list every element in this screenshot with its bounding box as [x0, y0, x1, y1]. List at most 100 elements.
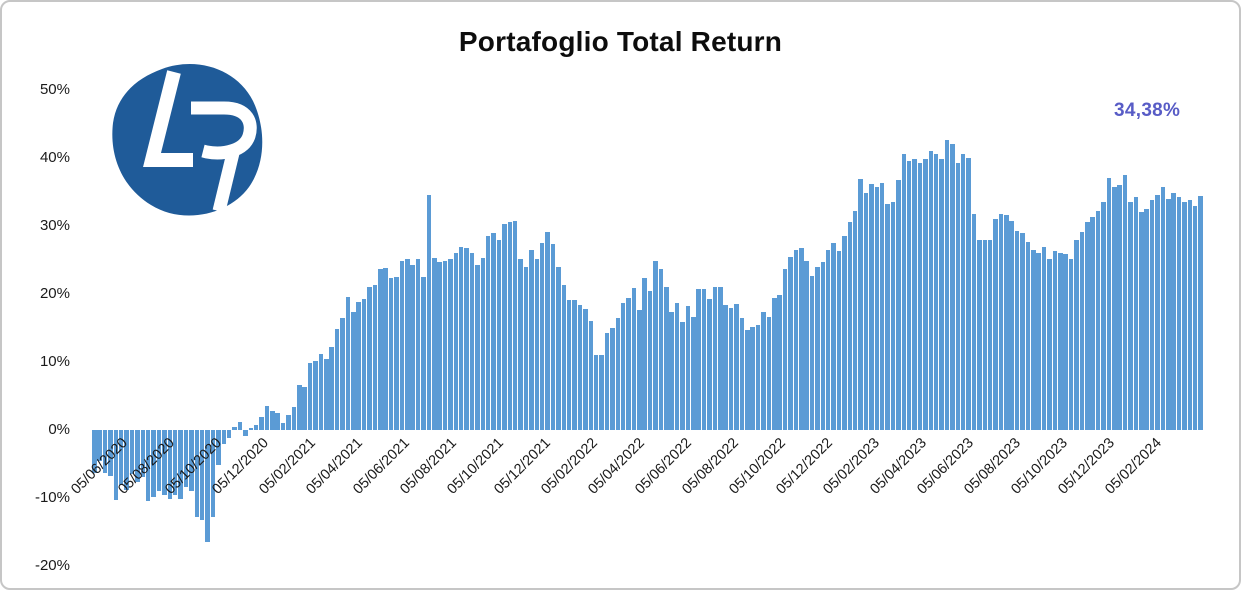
bar — [216, 430, 221, 466]
bar — [858, 179, 863, 430]
bar — [518, 259, 523, 430]
bar — [145, 430, 151, 501]
chart-title: Portafoglio Total Return — [458, 26, 783, 57]
bar — [1036, 252, 1041, 430]
bar — [1128, 202, 1133, 430]
bar — [874, 187, 880, 430]
bar — [631, 287, 637, 430]
bar — [642, 277, 647, 430]
y-axis-tick-label: 40% — [39, 149, 70, 167]
bar — [140, 430, 146, 477]
bar — [691, 317, 696, 430]
bar — [1052, 251, 1058, 430]
bar — [1101, 202, 1106, 430]
bar — [399, 261, 405, 430]
bar — [102, 430, 108, 473]
bar — [1106, 178, 1112, 430]
bar — [1198, 196, 1203, 430]
bar — [194, 430, 200, 518]
bar — [1122, 175, 1128, 430]
bar — [928, 151, 934, 430]
bar — [647, 291, 653, 430]
bar — [1155, 195, 1160, 430]
bar — [259, 417, 264, 430]
bar — [313, 360, 318, 430]
bar — [1020, 232, 1025, 430]
bar — [831, 243, 836, 430]
bar — [1041, 247, 1047, 430]
bar — [345, 296, 351, 430]
bar — [485, 235, 491, 430]
bar — [442, 261, 448, 430]
bar — [545, 232, 550, 430]
bar — [437, 262, 442, 430]
bar — [507, 221, 513, 430]
bar — [701, 288, 707, 430]
bar — [610, 328, 615, 430]
bar — [280, 423, 286, 430]
bar — [906, 161, 912, 430]
bar — [869, 183, 874, 430]
bar — [372, 285, 378, 430]
bar — [394, 277, 399, 430]
bar — [162, 430, 167, 496]
bar — [987, 239, 993, 430]
y-axis-tick-label: 0% — [48, 421, 70, 439]
bar — [550, 243, 556, 430]
bar — [502, 223, 507, 430]
bar — [933, 153, 939, 430]
bar — [108, 430, 113, 477]
bar — [221, 430, 227, 444]
bar — [745, 330, 750, 430]
bar — [772, 298, 777, 430]
bar — [118, 430, 124, 486]
bar — [583, 308, 588, 430]
bar — [297, 385, 302, 430]
bar — [604, 333, 610, 430]
bar — [712, 287, 718, 430]
bar — [788, 257, 793, 430]
bar — [1014, 231, 1020, 430]
bar — [637, 309, 642, 430]
bar — [626, 298, 631, 430]
bar — [334, 328, 340, 430]
bar — [318, 353, 324, 430]
bar — [248, 427, 253, 430]
bar — [199, 430, 205, 521]
bar — [135, 430, 140, 482]
bar — [842, 235, 847, 430]
bar — [674, 302, 680, 430]
bar — [917, 162, 923, 430]
bar — [178, 430, 183, 499]
bar — [275, 413, 280, 430]
bar — [890, 201, 896, 430]
bar — [1085, 221, 1090, 430]
bar — [286, 415, 291, 430]
y-axis-tick-label: -20% — [34, 557, 70, 575]
bar — [923, 159, 928, 430]
bar — [496, 239, 502, 430]
bar — [799, 248, 804, 430]
bar — [755, 324, 761, 430]
bar — [939, 159, 944, 430]
bar — [329, 347, 334, 430]
bar — [205, 430, 210, 543]
bar — [378, 268, 383, 430]
bar — [950, 144, 955, 430]
bar — [367, 287, 372, 430]
bar — [599, 355, 604, 430]
bar — [723, 304, 728, 430]
bar — [1004, 215, 1009, 430]
bar — [432, 257, 437, 430]
bar — [734, 303, 739, 430]
bar — [885, 203, 890, 430]
bar — [960, 153, 966, 430]
bar — [556, 266, 561, 430]
bar — [804, 261, 809, 430]
bar — [92, 430, 97, 473]
y-axis-tick-label: -10% — [34, 489, 70, 507]
bar — [210, 430, 216, 518]
bar — [1079, 232, 1085, 430]
